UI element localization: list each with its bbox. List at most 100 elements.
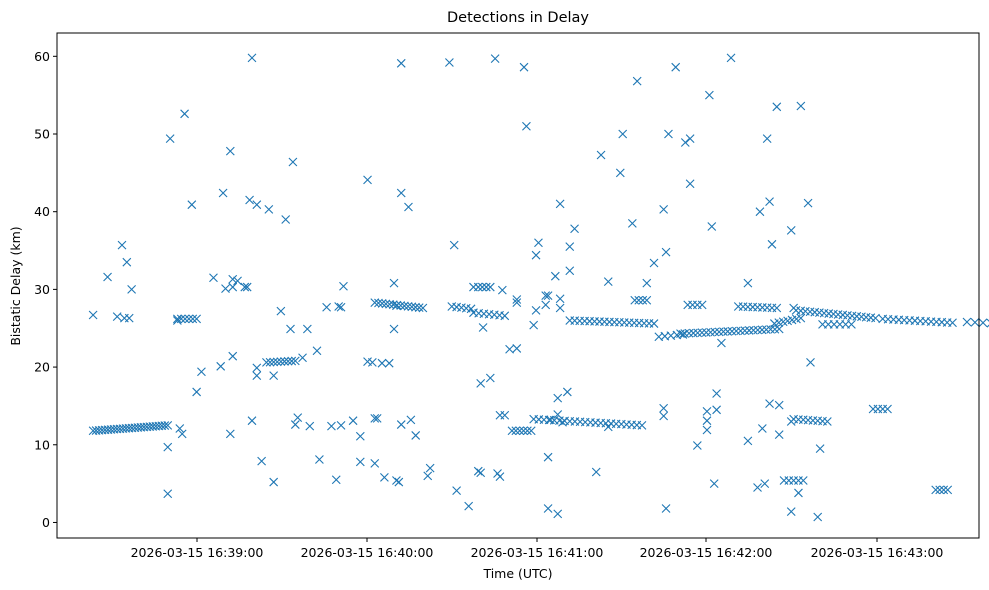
data-point [659,403,669,413]
data-point [339,281,348,291]
data-point [281,215,291,224]
data-point [702,425,712,435]
y-axis-label: Bistatic Delay (km) [8,226,23,345]
plot-frame [56,32,980,539]
data-point [753,483,762,492]
y-tick-label: 10 [34,437,50,452]
data-point [445,58,454,67]
data-point [389,324,399,334]
data-point [180,109,189,119]
data-point [786,417,796,426]
data-point [948,318,957,328]
y-tick-label: 30 [34,282,50,297]
x-axis-ticks: 2026-03-15 16:39:00 2026-03-15 16:40:00 20… [131,538,943,560]
data-point [188,314,198,324]
x-axis-label: Time (UTC) [482,566,552,581]
data-point [228,351,238,361]
data-point [331,475,341,485]
data-point [392,301,401,311]
data-point [423,471,433,481]
data-point [478,323,488,332]
data-point [706,327,715,337]
data-point [396,420,406,429]
data-point [505,344,514,354]
data-point [519,62,529,72]
data-point [283,356,293,366]
data-point [377,358,387,368]
data-point [348,416,358,426]
data-point [749,325,758,335]
data-point [290,356,300,366]
data-point [334,302,344,311]
data-point [541,291,551,300]
data-point [469,282,478,292]
data-point [197,367,206,377]
data-point [247,53,257,63]
data-point [276,357,286,367]
data-point [803,198,813,208]
data-point [221,284,230,293]
data-point [490,54,500,64]
data-point [659,204,669,214]
data-point [265,357,275,367]
data-point [225,146,235,156]
data-point [127,284,137,294]
data-point [519,426,528,436]
data-point [272,357,282,367]
data-point [112,312,122,321]
data-point [757,424,767,433]
data-point [813,512,823,522]
data-point [685,134,695,144]
data-point [736,326,745,336]
data-point [796,313,806,323]
data-point [627,218,637,228]
data-point [377,299,387,308]
data-point [570,224,579,234]
data-point [192,314,202,324]
data-point [772,102,782,112]
data-point [591,467,601,477]
data-point [257,456,267,466]
data-point [264,204,274,214]
data-point [425,463,435,473]
data-point [367,358,377,367]
data-point [761,325,771,335]
data-point [302,324,312,334]
data-point [473,466,483,476]
data-point [276,306,286,316]
data-point [242,282,252,292]
data-point [418,303,428,313]
data-point [165,134,175,144]
data-point [603,277,613,287]
data-point [290,420,300,429]
data-point [240,282,250,292]
data-point [355,431,365,441]
data-point [175,424,185,433]
data-point [688,328,698,338]
data-point [529,320,539,330]
data-point [511,426,521,436]
data-point [744,326,754,335]
data-point [543,452,553,462]
data-point [762,134,772,144]
x-tick-label: 2026-03-15 16:40:00 [301,545,434,560]
data-point [789,303,799,313]
data-point [370,459,380,468]
data-point [163,442,173,452]
data-point [701,328,711,337]
data-point [355,457,365,467]
data-point [642,295,652,305]
data-point [680,329,690,338]
data-point [634,295,644,305]
data-point [187,200,197,210]
data-point [392,476,401,485]
data-point [661,504,671,513]
data-point [396,301,406,310]
data-point [385,299,394,309]
data-point [753,325,763,335]
data-point [712,405,721,415]
data-point [794,488,803,498]
data-point [449,240,459,250]
data-point [798,476,808,485]
data-point [252,200,262,210]
